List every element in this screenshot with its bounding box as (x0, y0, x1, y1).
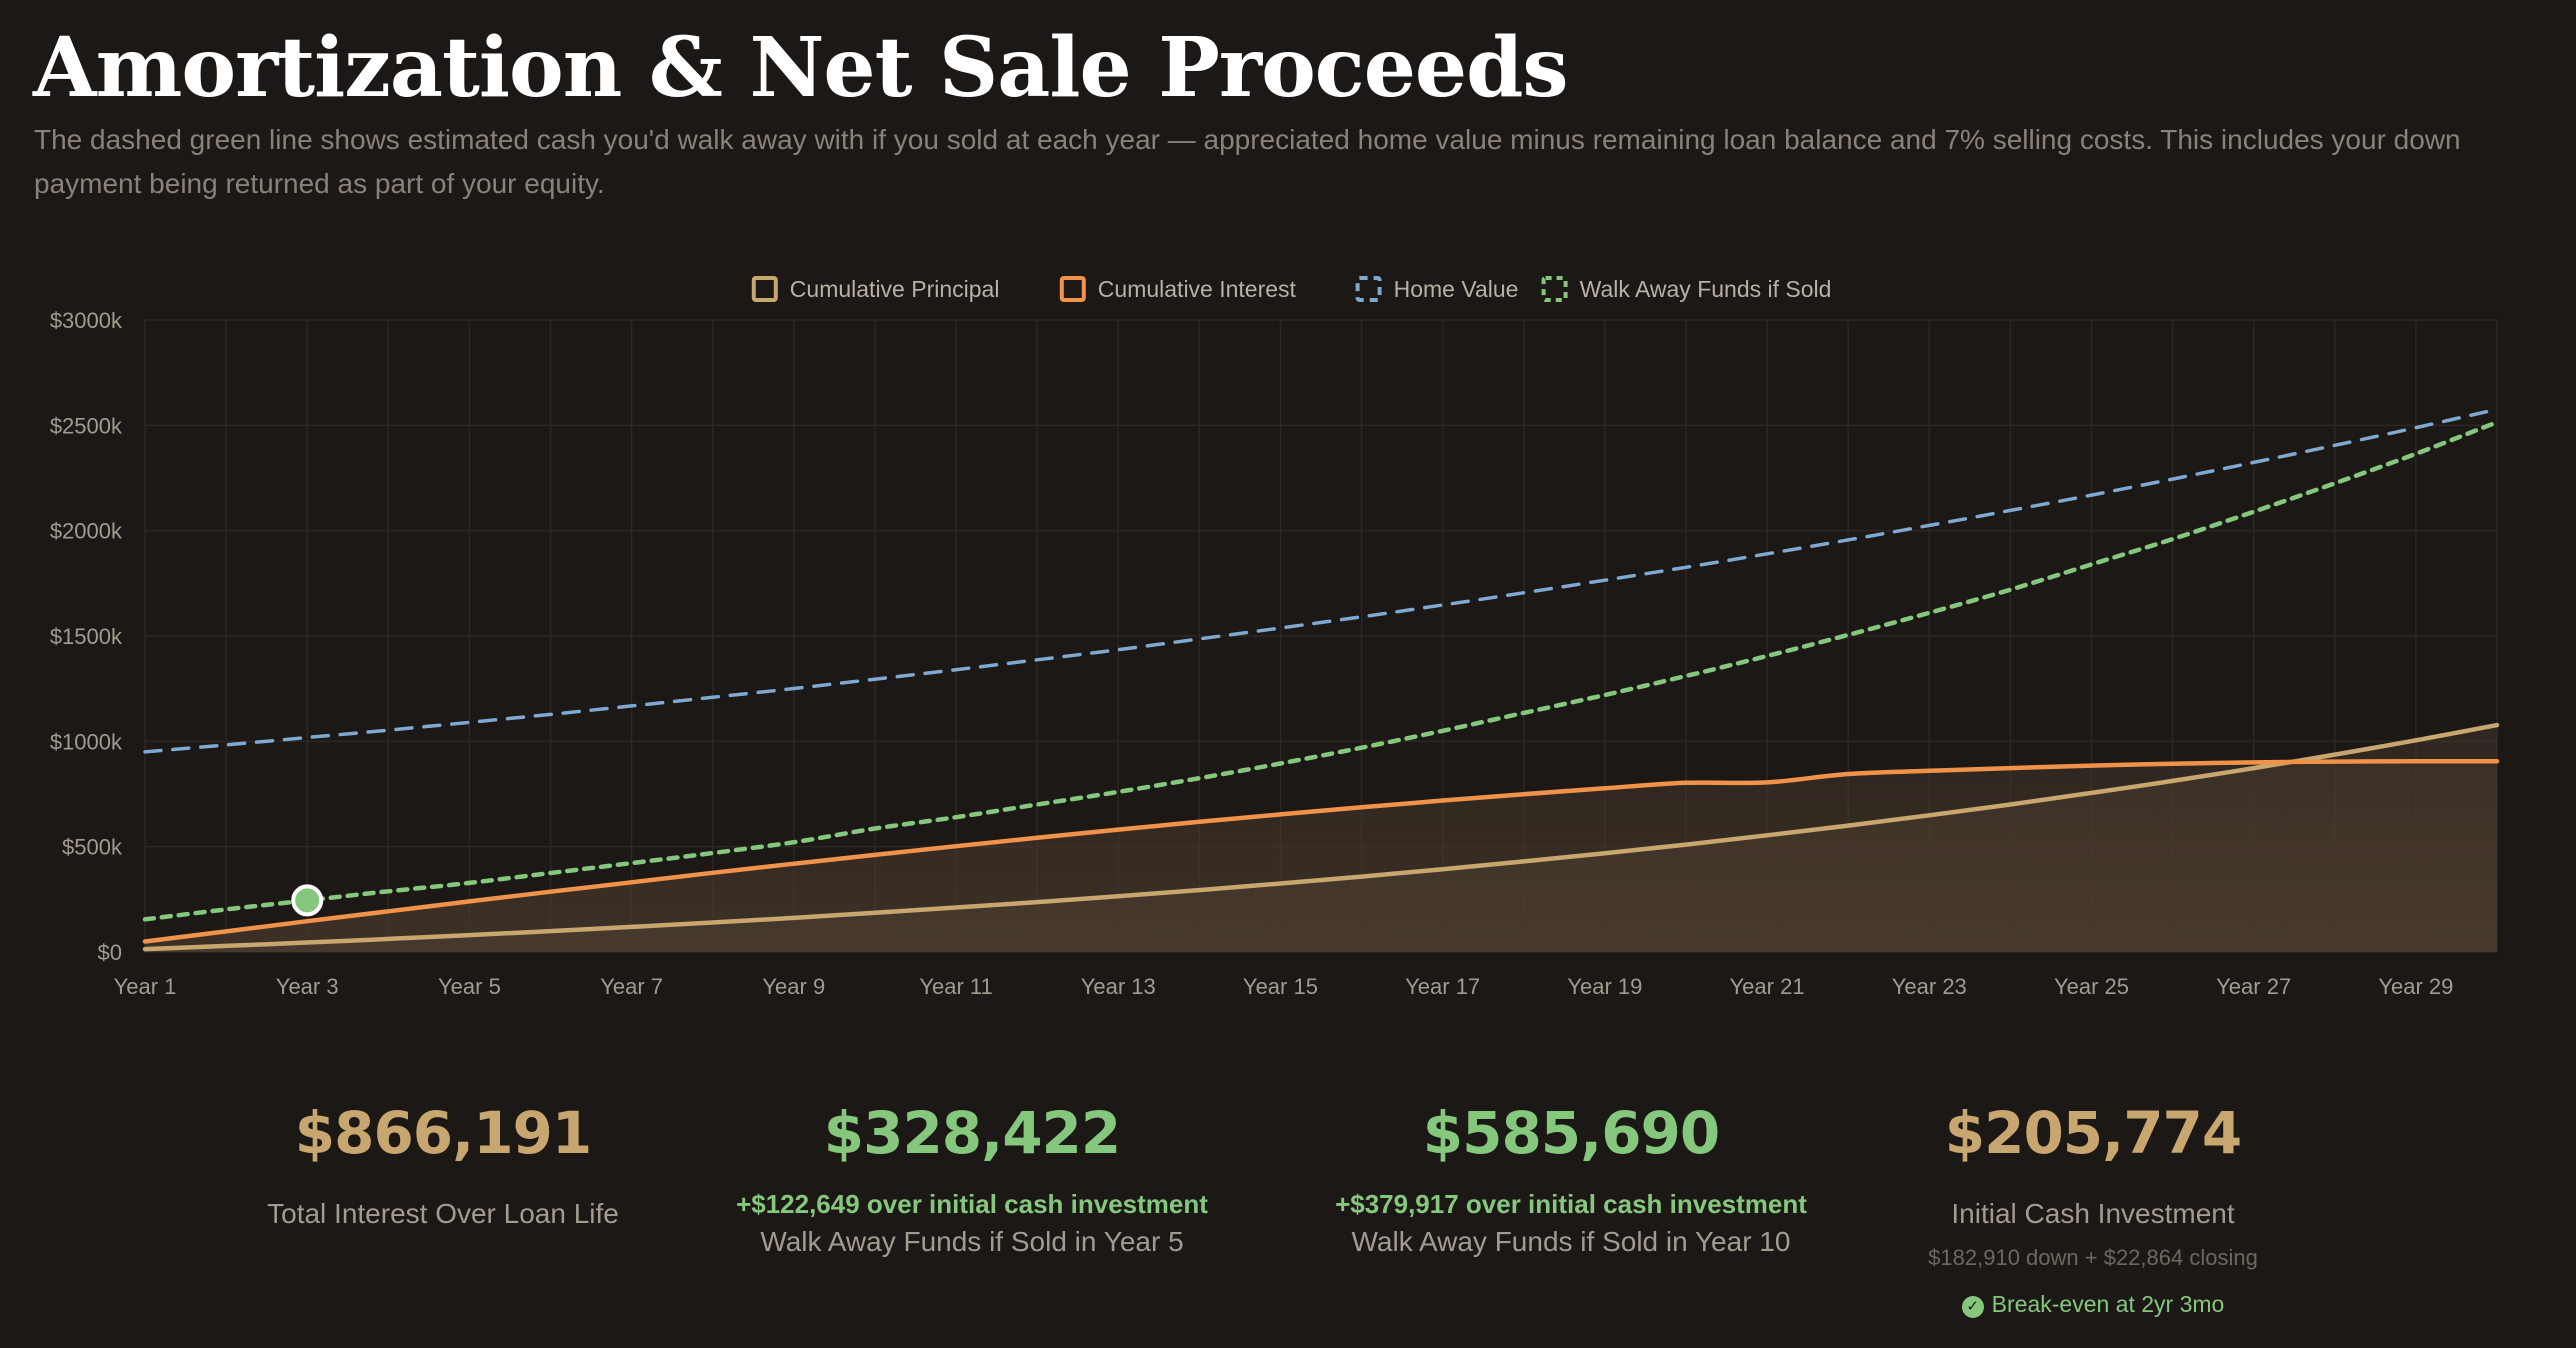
legend-swatch-home-value (1355, 276, 1382, 302)
chart-areas (145, 725, 2497, 952)
chart-axes: $0 $500k $1000k $1500k $2000k $2500k $3000k Yea… (50, 308, 2454, 999)
legend-label-principal: Cumulative Principal (790, 276, 1000, 302)
summary-stats: $866,191 Total Interest Over Loan Life $… (0, 1090, 2576, 1340)
y-tick-label: $2500k (50, 413, 123, 438)
chart-lines (142, 407, 2500, 952)
legend-swatch-principal (751, 276, 778, 302)
line-walk-away (142, 419, 2500, 922)
x-tick-label: Year 17 (1405, 974, 1480, 999)
stat-gain: +$122,649 over initial cash investment (736, 1189, 1208, 1219)
legend-swatch-interest (1059, 276, 1086, 302)
break-even-text: Break-even at 2yr 3mo (1991, 1291, 2225, 1317)
legend-label-interest: Cumulative Interest (1098, 276, 1297, 302)
line-interest (142, 759, 2500, 944)
check-circle-icon: ✓ (1961, 1296, 1984, 1318)
y-tick-label: $1000k (50, 729, 123, 754)
stat-value: $585,690 (1422, 1099, 1721, 1167)
line-principal (142, 722, 2500, 952)
x-tick-label: Year 9 (762, 974, 825, 999)
legend-item-walk-away[interactable]: Walk Away Funds if Sold (1541, 276, 1832, 302)
x-tick-label: Year 3 (276, 974, 339, 999)
stat-label: Walk Away Funds if Sold in Year 5 (760, 1226, 1184, 1257)
page-title: Amortization & Net Sale Proceeds (33, 20, 1569, 116)
legend-item-interest[interactable]: Cumulative Interest (1059, 276, 1297, 302)
x-tick-label: Year 13 (1081, 974, 1156, 999)
break-even-marker[interactable] (291, 884, 324, 917)
x-tick-label: Year 21 (1730, 974, 1805, 999)
x-tick-label: Year 15 (1243, 974, 1318, 999)
stat-value: $866,191 (294, 1099, 593, 1167)
y-tick-label: $1500k (50, 624, 123, 649)
x-tick-label: Year 1 (114, 974, 177, 999)
y-tick-label: $500k (62, 835, 123, 860)
legend-item-home-value[interactable]: Home Value (1355, 276, 1519, 302)
break-even-badge: ✓ Break-even at 2yr 3mo (1783, 1286, 2403, 1322)
y-tick-label: $2000k (50, 519, 123, 544)
stat-value: $205,774 (1944, 1099, 2243, 1167)
stat-gain: +$379,917 over initial cash investment (1335, 1189, 1807, 1219)
x-tick-label: Year 27 (2216, 974, 2291, 999)
legend-label-walk-away: Walk Away Funds if Sold (1580, 276, 1832, 302)
stat-total-interest: $866,191 Total Interest Over Loan Life (133, 1090, 753, 1234)
legend-swatch-walk-away (1541, 276, 1568, 302)
stat-label: Initial Cash Investment (1951, 1198, 2235, 1229)
stat-label: Walk Away Funds if Sold in Year 10 (1351, 1226, 1791, 1257)
area-principal (145, 725, 2497, 952)
stat-label: Total Interest Over Loan Life (267, 1198, 619, 1229)
x-tick-label: Year 23 (1892, 974, 1967, 999)
legend-item-principal[interactable]: Cumulative Principal (751, 276, 1000, 302)
y-tick-label: $3000k (50, 308, 123, 333)
stat-walk-away-year-5: $328,422 +$122,649 over initial cash inv… (662, 1090, 1282, 1262)
stat-initial-cash: $205,774 Initial Cash Investment $182,91… (1783, 1090, 2403, 1322)
chart-legend[interactable]: Cumulative Principal Cumulative Interest H… (751, 276, 1832, 302)
x-tick-label: Year 11 (919, 974, 992, 999)
x-tick-label: Year 7 (600, 974, 663, 999)
page-subtitle: The dashed green line shows estimated ca… (34, 124, 2461, 199)
x-tick-label: Year 29 (2378, 974, 2453, 999)
amortization-chart: Cumulative Principal Cumulative Interest H… (50, 276, 2500, 999)
x-tick-label: Year 5 (438, 974, 501, 999)
y-tick-label: $0 (98, 940, 122, 965)
stat-value: $328,422 (823, 1099, 1122, 1167)
line-home-value (143, 407, 2499, 754)
stat-walk-away-year-10: $585,690 +$379,917 over initial cash inv… (1261, 1090, 1881, 1262)
stat-sub: $182,910 down + $22,864 closing (1928, 1245, 2258, 1270)
chart-markers[interactable] (291, 884, 324, 917)
x-tick-label: Year 19 (1567, 974, 1642, 999)
legend-label-home-value: Home Value (1394, 276, 1519, 302)
x-tick-label: Year 25 (2054, 974, 2129, 999)
